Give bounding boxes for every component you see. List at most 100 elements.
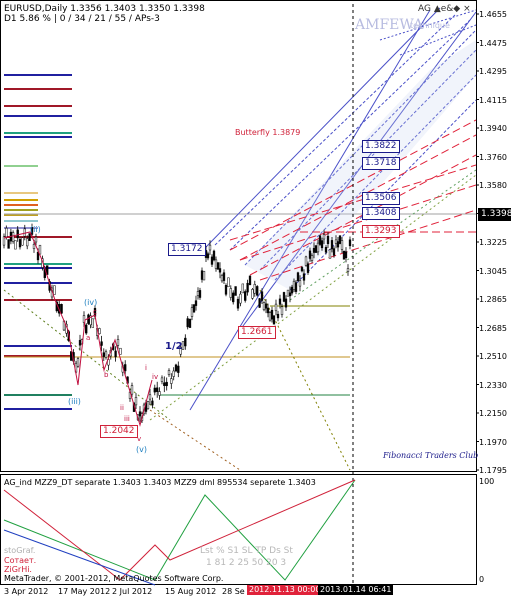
top-right-label[interactable]: AG ▲e&◆ ×	[418, 4, 471, 14]
x-label-aug: 15 Aug 2012	[165, 587, 217, 596]
candle-body	[284, 298, 288, 308]
candle-body	[322, 234, 326, 240]
price-tag-1-3718: 1.3718	[362, 157, 400, 170]
wave-ii-small-label: ii	[120, 404, 124, 412]
y-axis-label: 1.2865	[479, 295, 507, 304]
candle-body	[332, 248, 336, 256]
candle-body	[348, 239, 352, 247]
time-marker-dark[interactable]: 2013.01.14 06:41	[318, 585, 394, 595]
candle-body	[78, 340, 82, 346]
wave-iv-label: (iv)	[84, 298, 98, 307]
candle-body	[288, 292, 292, 297]
y-axis-label: 1.4115	[479, 95, 507, 105]
candle-body	[340, 240, 344, 250]
candle-body	[179, 346, 182, 355]
indicator-table-header: Lst % S1 SL TP Ds St	[200, 546, 293, 556]
candle-body	[248, 275, 252, 286]
x-label-jul: 2 Jul 2012	[112, 587, 153, 596]
candle-body	[82, 315, 86, 323]
candle-body	[296, 272, 300, 281]
wave-zigzag	[3, 231, 153, 427]
candle-body	[158, 391, 161, 396]
y-axis-label: 1.3045	[479, 266, 507, 276]
candle-body	[308, 250, 312, 259]
candle-body	[28, 233, 31, 241]
candle-body	[190, 307, 194, 317]
y-axis-label: 1.3225	[479, 238, 507, 247]
candle-body	[70, 351, 73, 361]
wave-b-label: b	[104, 371, 109, 379]
time-marker-red[interactable]: 2012.11.13 00:00	[247, 585, 323, 595]
candle-body	[330, 240, 334, 250]
candle-body	[280, 306, 284, 315]
candle-body	[282, 292, 286, 302]
candle-body	[196, 291, 200, 296]
candle-body	[89, 315, 92, 326]
candle-body	[306, 263, 310, 273]
x-label-may: 17 May 2012	[58, 587, 111, 596]
copyright-text: MetaTrader, © 2001-2012, MetaQuotes Soft…	[4, 574, 224, 583]
candle-body	[188, 318, 192, 328]
candle-body	[342, 250, 346, 260]
candle-body	[239, 293, 242, 304]
y-axis-label: 1.1795	[479, 466, 507, 475]
wave-a-label: a	[86, 334, 91, 342]
candle-body	[304, 256, 308, 266]
candle-body	[14, 240, 17, 250]
candle-body	[174, 364, 178, 372]
candle-body	[208, 244, 212, 251]
candle-body	[286, 289, 290, 297]
wave-v-small-label: v	[137, 435, 142, 443]
candle-body	[34, 236, 38, 243]
candle-body	[328, 249, 332, 259]
candle-body	[253, 284, 256, 294]
butterfly-label: Butterfly 1.3879	[235, 128, 301, 137]
candle-body	[227, 277, 230, 288]
candle-body	[222, 272, 226, 281]
candle-body	[170, 378, 173, 384]
candle-body	[241, 283, 244, 294]
candle-body	[102, 352, 105, 357]
candle-body	[264, 303, 268, 309]
candle-body	[26, 238, 29, 247]
candle-body	[246, 282, 249, 293]
watermark-title: AMFEWA	[355, 17, 424, 33]
candle-body	[138, 411, 142, 417]
trendlines-dotted	[3, 169, 477, 471]
candle-body	[60, 304, 63, 314]
candle-body	[114, 350, 117, 358]
candle-body	[100, 341, 103, 346]
candle-body	[251, 289, 254, 299]
price-tag-1-2042: 1.2042	[100, 425, 138, 438]
y-axis-label: 1.2150	[479, 409, 507, 418]
candle-body	[270, 309, 274, 320]
price-tag-1-3506: 1.3506	[362, 192, 400, 205]
price-tag-1-3172: 1.3172	[168, 243, 206, 256]
indicator-left-text-3: ZiGrHi.	[4, 565, 32, 574]
candle-body	[160, 377, 164, 382]
candle-body	[119, 347, 122, 355]
candle-body	[130, 385, 134, 395]
y-axis-label: 1.4475	[479, 38, 507, 48]
price-tag-1-3822: 1.3822	[362, 140, 400, 153]
symbol-info: EURUSD,Daily 1.3356 1.3403 1.3350 1.3398	[4, 4, 205, 14]
x-label-sep: 28 Se	[222, 587, 245, 596]
candle-body	[234, 286, 237, 296]
candle-body	[85, 324, 88, 334]
horizontal-levels	[4, 74, 476, 410]
candle-body	[256, 286, 259, 296]
candle-body	[278, 298, 282, 305]
candle-body	[156, 387, 159, 392]
y-axis-label: 1.4295	[479, 67, 507, 76]
candle-body	[298, 280, 302, 287]
candle-body	[148, 394, 152, 400]
candle-body	[202, 270, 206, 281]
candle-body	[214, 259, 218, 269]
y-axis-label: 1.2330	[479, 380, 507, 390]
candle-body	[91, 318, 94, 328]
indicator-left-text-1: stoGraf.	[4, 546, 36, 555]
candle-body	[266, 307, 270, 314]
candle-body	[218, 268, 222, 273]
